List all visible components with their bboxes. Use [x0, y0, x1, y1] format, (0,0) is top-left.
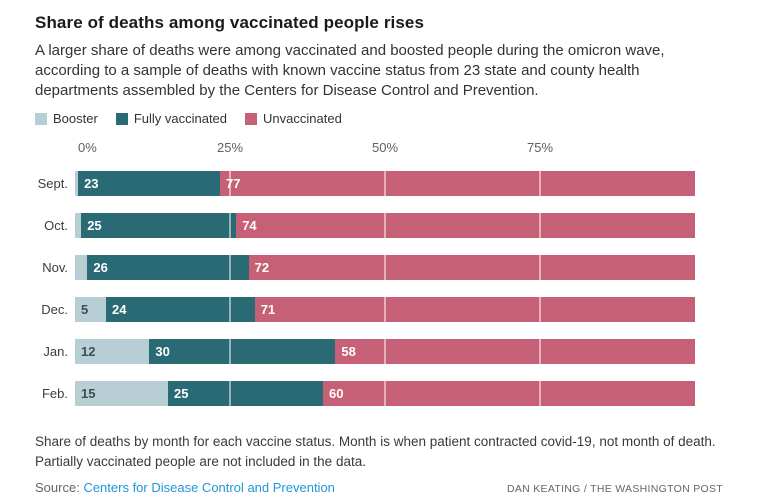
segment-unvaccinated: 72 — [248, 255, 696, 280]
segment-value-label: 30 — [155, 344, 170, 359]
chart-notes: Share of deaths by month for each vaccin… — [35, 432, 723, 472]
legend-label-fully-vaccinated: Fully vaccinated — [133, 111, 228, 126]
bar-feb: 15 25 60 — [75, 381, 695, 406]
source-link[interactable]: Centers for Disease Control and Preventi… — [83, 480, 335, 495]
segment-fully-vaccinated: 26 — [87, 255, 249, 280]
segment-value-label: 24 — [112, 302, 127, 317]
segment-booster: 15 — [75, 381, 168, 406]
segment-unvaccinated: 74 — [236, 213, 695, 238]
segment-unvaccinated: 60 — [323, 381, 695, 406]
segment-fully-vaccinated: 25 — [168, 381, 323, 406]
chart-row-jan: Jan. 12 30 58 — [35, 339, 695, 364]
segment-fully-vaccinated: 25 — [81, 213, 237, 238]
legend-item-booster: Booster — [35, 111, 98, 126]
segment-unvaccinated: 77 — [219, 171, 695, 196]
bar-jan: 12 30 58 — [75, 339, 695, 364]
chart: 0% 25% 50% 75% Sept. 23 77 Oct. 25 74 Nov. 26 72 Dec… — [35, 140, 696, 406]
segment-value-label: 77 — [225, 176, 241, 191]
segment-booster — [75, 255, 88, 280]
bar-sept: 23 77 — [75, 171, 695, 196]
chart-row-oct: Oct. 25 74 — [35, 213, 695, 238]
legend-swatch-unvaccinated — [245, 112, 258, 125]
segment-booster — [75, 213, 82, 238]
chart-row-nov: Nov. 26 72 — [35, 255, 696, 280]
segment-value-label: 58 — [341, 344, 356, 359]
segment-value-label: 15 — [81, 386, 96, 401]
legend-item-unvaccinated: Unvaccinated — [245, 111, 342, 126]
segment-fully-vaccinated: 24 — [106, 297, 255, 322]
legend-swatch-booster — [35, 112, 47, 125]
source: Source: Centers for Disease Control and … — [35, 480, 335, 495]
segment-fully-vaccinated: 23 — [78, 171, 220, 196]
segment-booster: 12 — [75, 339, 150, 364]
legend: Booster Fully vaccinated Unvaccinated — [35, 111, 723, 126]
axis-tick-50: 50% — [371, 140, 399, 155]
axis-tick-0: 0% — [78, 140, 97, 155]
segment-booster: 5 — [75, 297, 106, 322]
segment-fully-vaccinated: 30 — [149, 339, 336, 364]
x-axis: 0% 25% 50% 75% — [75, 140, 695, 155]
segment-booster — [75, 171, 79, 196]
segment-value-label: 25 — [87, 218, 102, 233]
bar-nov: 26 72 — [75, 255, 696, 280]
legend-label-unvaccinated: Unvaccinated — [263, 111, 342, 126]
note-line-1: Share of deaths by month for each vaccin… — [35, 434, 716, 449]
segment-unvaccinated: 58 — [335, 339, 695, 364]
segment-value-label: 60 — [329, 386, 344, 401]
chart-row-feb: Feb. 15 25 60 — [35, 381, 695, 406]
segment-value-label: 12 — [81, 344, 96, 359]
page-title: Share of deaths among vaccinated people … — [35, 13, 425, 32]
chart-row-dec: Dec. 5 24 71 — [35, 297, 695, 322]
segment-value-label: 5 — [81, 302, 89, 317]
axis-tick-25: 25% — [216, 140, 244, 155]
segment-value-label: 71 — [260, 302, 276, 317]
chart-rows: Sept. 23 77 Oct. 25 74 Nov. 26 72 Dec. 5 24 71 Jan. 12… — [35, 171, 696, 406]
chart-subtitle: A larger share of deaths were among vacc… — [35, 42, 665, 99]
legend-swatch-fully-vaccinated — [115, 112, 128, 125]
segment-value-label: 72 — [254, 260, 270, 275]
segment-unvaccinated: 71 — [254, 297, 695, 322]
row-label-jan: Jan. — [43, 344, 68, 359]
chart-row-sept: Sept. 23 77 — [35, 171, 695, 196]
byline-credit: DAN KEATING / THE WASHINGTON POST — [506, 483, 723, 495]
bar-oct: 25 74 — [75, 213, 695, 238]
row-label-feb: Feb. — [41, 386, 68, 401]
row-label-sept: Sept. — [37, 176, 68, 191]
legend-label-booster: Booster — [53, 111, 98, 126]
plot-area: Sept. 23 77 Oct. 25 74 Nov. 26 72 Dec. 5 24 71 Jan. 12… — [35, 171, 696, 406]
segment-value-label: 26 — [93, 260, 108, 275]
note-line-2: Partially vaccinated people are not incl… — [35, 454, 366, 469]
legend-item-fully-vaccinated: Fully vaccinated — [115, 111, 228, 126]
axis-tick-75: 75% — [526, 140, 554, 155]
row-label-nov: Nov. — [42, 260, 68, 275]
segment-value-label: 23 — [84, 176, 99, 191]
segment-value-label: 25 — [174, 386, 189, 401]
source-label: Source: — [35, 480, 80, 495]
bar-dec: 5 24 71 — [75, 297, 695, 322]
row-label-dec: Dec. — [41, 302, 68, 317]
segment-value-label: 74 — [242, 218, 257, 233]
row-label-oct: Oct. — [44, 218, 68, 233]
footer-row: Source: Centers for Disease Control and … — [35, 480, 723, 495]
